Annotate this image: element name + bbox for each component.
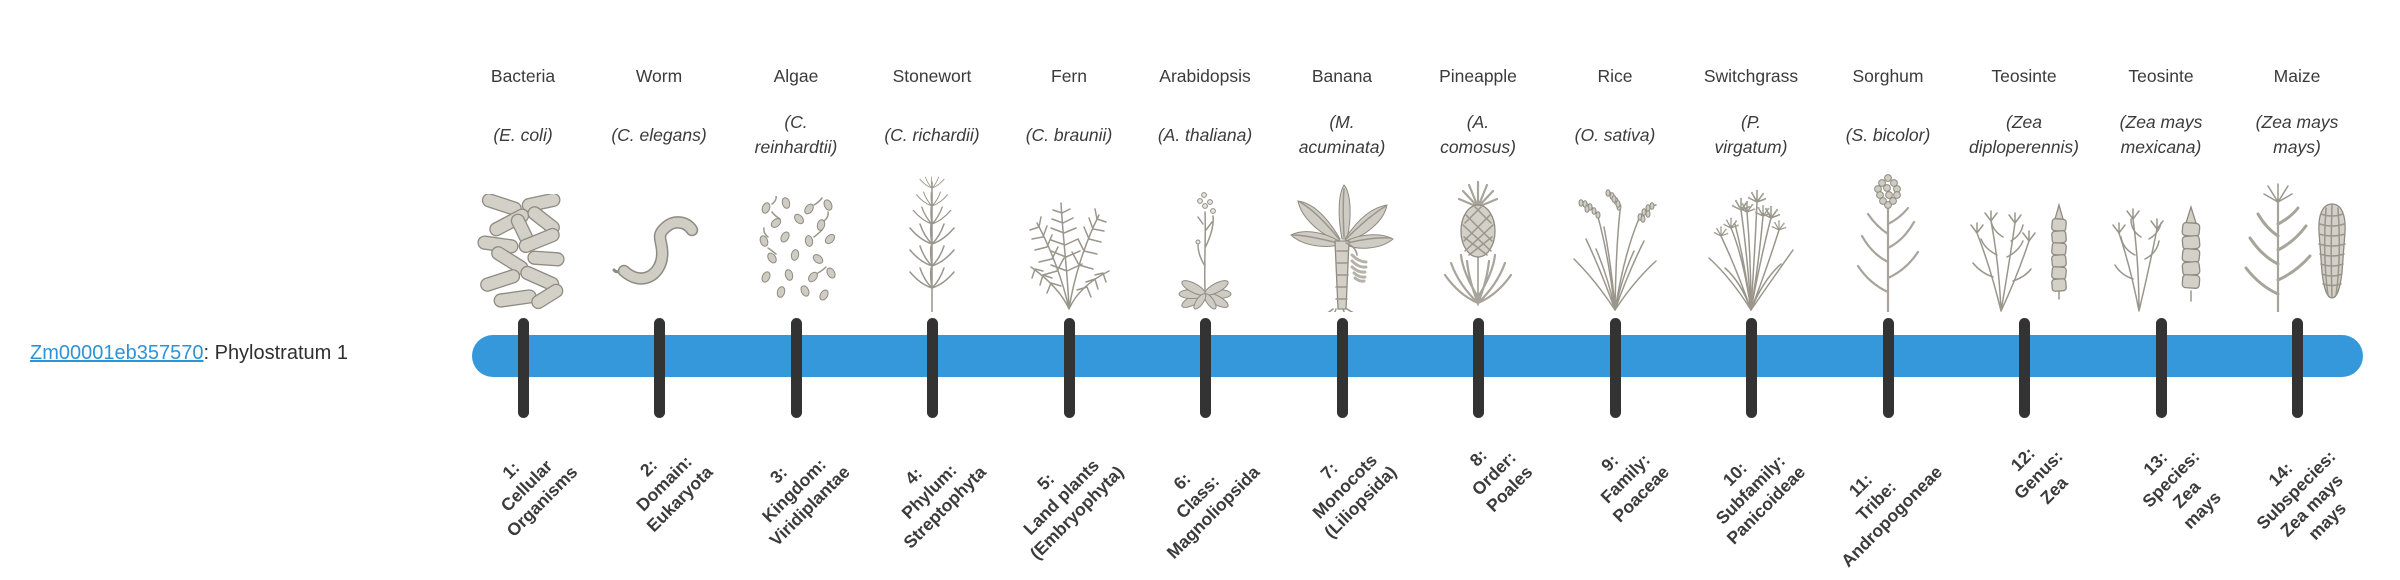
- organism-name: Teosinte: [1991, 66, 2057, 86]
- timeline-tick: [1610, 318, 1621, 418]
- stratum-label: 11: Tribe: Andropogoneae: [1836, 461, 1946, 571]
- phylostratum-text: : Phylostratum 1: [203, 342, 348, 364]
- gene-id-link[interactable]: Zm00001eb357570: [30, 342, 204, 364]
- worm-illustration: [584, 168, 734, 312]
- organism-sci-name: (E. coli): [493, 124, 553, 145]
- organism-sci-name: (A. thaliana): [1157, 124, 1253, 145]
- stratum-label: 7: Monocots (Liliopsida): [1308, 450, 1400, 542]
- stratum-label: 6: Class: Magnoliopsida: [1162, 461, 1263, 563]
- organism-name: Rice: [1597, 66, 1633, 86]
- switchgrass-illustration: [1676, 168, 1826, 312]
- stratum-label: 8: Order: Poales: [1465, 445, 1536, 516]
- organism-sci-name: (A. comosus): [1440, 112, 1516, 157]
- organism-name: Algae: [773, 66, 819, 86]
- algae-illustration: [721, 168, 871, 312]
- timeline-tick: [927, 318, 938, 418]
- arabidopsis-illustration: [1130, 168, 1280, 312]
- organism-sci-name: (M. acuminata): [1298, 112, 1386, 157]
- stratum-label: 12: Genus: Zea: [2006, 443, 2072, 508]
- organism-sci-name: (C. richardii): [884, 124, 980, 145]
- timeline-bar: [472, 335, 2363, 377]
- timeline-tick: [1883, 318, 1894, 418]
- stratum-label: 13: Species: Zea mays: [2138, 446, 2225, 533]
- bacteria-illustration: [448, 168, 598, 312]
- timeline-tick: [654, 318, 665, 418]
- organism-name: Switchgrass: [1703, 66, 1799, 86]
- stratum-label: 3: Kingdom: Viridiplantae: [758, 454, 854, 551]
- timeline-tick: [1200, 318, 1211, 418]
- organism-sci-name: (Zea mays mays): [2255, 112, 2339, 157]
- timeline-tick: [1064, 318, 1075, 418]
- organism-name: Worm: [635, 66, 683, 86]
- organism-sci-name: (Zea mays mexicana): [2119, 112, 2203, 157]
- organism-name: Teosinte: [2128, 66, 2194, 86]
- organism-name: Pineapple: [1439, 66, 1517, 86]
- stratum-label: 1: Cellular Organisms: [496, 455, 581, 541]
- timeline-tick: [2156, 318, 2167, 418]
- organism-name: Arabidopsis: [1159, 66, 1251, 86]
- organism-sci-name: (Zea diploperennis): [1969, 112, 2079, 157]
- pineapple-illustration: [1403, 168, 1553, 312]
- timeline-tick: [1746, 318, 1757, 418]
- organism-sci-name: (O. sativa): [1574, 124, 1656, 145]
- timeline-tick: [1337, 318, 1348, 418]
- organism-sci-name: (P. virgatum): [1714, 112, 1788, 157]
- stratum-label: 9: Family: Poaceae: [1596, 449, 1673, 527]
- organism-sci-name: (C. elegans): [611, 124, 707, 145]
- stratum-label: 5: Land plants (Embryophyta): [1018, 455, 1127, 564]
- organism-sci-name: (S. bicolor): [1845, 124, 1931, 145]
- banana-illustration: [1267, 168, 1417, 312]
- organism-sci-name: (C. reinhardtii): [754, 112, 838, 157]
- organism-name: Sorghum: [1852, 66, 1924, 86]
- timeline-tick: [1473, 318, 1484, 418]
- organism-name: Bacteria: [490, 66, 556, 86]
- rice-illustration: [1540, 168, 1690, 312]
- teosinte-mexicana-illustration: [2086, 168, 2236, 312]
- gene-label: Zm00001eb357570: Phylostratum 1: [30, 342, 348, 365]
- stratum-label: 4: Phylum: Streptophyta: [897, 460, 990, 553]
- organism-name: Banana: [1311, 66, 1373, 86]
- sorghum-illustration: [1813, 168, 1963, 312]
- organism-name: Stonewort: [892, 66, 972, 86]
- timeline-tick: [791, 318, 802, 418]
- fern-illustration: [994, 168, 1144, 312]
- teosinte-diploperennis-illustration: [1949, 168, 2099, 312]
- organism-name: Fern: [1051, 66, 1087, 86]
- stonewort-illustration: [857, 168, 1007, 312]
- stratum-label: 10: Subfamily: Panicoideae: [1711, 450, 1809, 549]
- organism-sci-name: (C. braunii): [1025, 124, 1113, 145]
- stratum-label: 14: Subspecies: Zea mays mays: [2252, 446, 2350, 544]
- organism-name: Maize: [2273, 66, 2321, 86]
- timeline-tick: [518, 318, 529, 418]
- timeline-tick: [2019, 318, 2030, 418]
- maize-illustration: [2222, 168, 2372, 312]
- stratum-label: 2: Domain: Eukaryota: [632, 451, 717, 536]
- timeline-tick: [2292, 318, 2303, 418]
